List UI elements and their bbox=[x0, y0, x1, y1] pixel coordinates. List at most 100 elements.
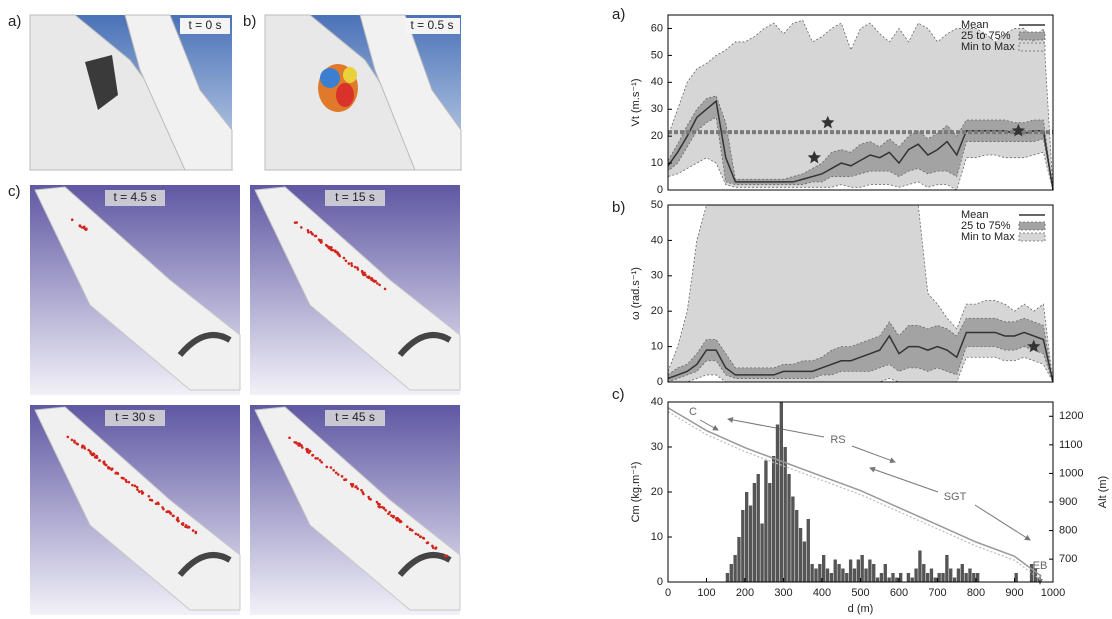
particle bbox=[353, 265, 357, 269]
bar bbox=[1014, 573, 1018, 582]
bar bbox=[883, 564, 887, 582]
particle bbox=[70, 218, 74, 222]
band bbox=[667, 317, 1054, 383]
particle bbox=[172, 514, 175, 518]
time-box bbox=[105, 410, 165, 426]
particle bbox=[295, 221, 299, 224]
bar bbox=[956, 568, 961, 582]
particle bbox=[107, 466, 110, 470]
particle bbox=[443, 554, 447, 558]
particle bbox=[360, 269, 364, 273]
bar bbox=[895, 577, 899, 582]
particle bbox=[297, 442, 301, 445]
particle bbox=[356, 266, 359, 269]
particle bbox=[399, 520, 403, 523]
particle bbox=[127, 480, 131, 484]
particle bbox=[136, 488, 139, 491]
altitude-line bbox=[667, 407, 1042, 577]
y-axis-label: Cm (kg.m⁻¹) bbox=[630, 462, 642, 523]
time-label: t = 0.5 s bbox=[410, 18, 453, 32]
bar bbox=[829, 573, 834, 582]
y-tick-label: 30 bbox=[651, 270, 663, 282]
bar bbox=[968, 568, 972, 582]
frames: t = 4.5 s t = 15 s t = 30 s t = 45 s bbox=[30, 185, 461, 615]
particle bbox=[84, 228, 88, 231]
y-tick-label: 0 bbox=[657, 576, 663, 588]
x-tick-label: 900 bbox=[1005, 587, 1023, 599]
particle bbox=[342, 256, 346, 260]
time-box bbox=[105, 190, 165, 206]
particle bbox=[82, 225, 86, 229]
particle bbox=[91, 452, 95, 456]
particle bbox=[434, 546, 438, 549]
bar bbox=[952, 577, 957, 582]
time-label: t = 45 s bbox=[335, 410, 375, 424]
y-tick-label: 0 bbox=[657, 376, 663, 388]
bar bbox=[837, 564, 841, 582]
particle bbox=[410, 528, 414, 532]
annotation-arrows bbox=[699, 416, 1043, 585]
y2-axis-label: Alt (m) bbox=[1097, 476, 1109, 508]
particle bbox=[307, 230, 310, 234]
particle bbox=[416, 533, 420, 537]
bar bbox=[787, 474, 791, 582]
annotation: EB bbox=[1033, 560, 1048, 572]
y2-tick-label: 700 bbox=[1059, 553, 1077, 565]
time-box bbox=[325, 190, 385, 206]
particle bbox=[367, 495, 371, 499]
particle bbox=[334, 471, 338, 475]
particle bbox=[137, 490, 141, 493]
bar bbox=[783, 447, 787, 582]
particle bbox=[361, 491, 365, 494]
particle bbox=[392, 515, 395, 519]
particle bbox=[81, 444, 84, 448]
bar bbox=[937, 573, 941, 582]
particle bbox=[180, 522, 184, 526]
bar bbox=[891, 573, 895, 582]
y-tick-label: 20 bbox=[651, 486, 663, 498]
y2-tick-label: 900 bbox=[1059, 496, 1077, 508]
particle bbox=[78, 224, 82, 227]
bar bbox=[848, 559, 853, 582]
particle bbox=[378, 283, 381, 287]
altitude-line-shadow bbox=[667, 411, 1042, 581]
legend-label: Mean bbox=[961, 19, 989, 31]
particle bbox=[426, 541, 430, 544]
particle bbox=[336, 252, 340, 255]
particle bbox=[300, 446, 304, 449]
y-tick-label: 40 bbox=[651, 76, 663, 88]
particle bbox=[363, 271, 366, 275]
y2-tick-label: 1100 bbox=[1059, 439, 1083, 451]
legend-label: Mean bbox=[961, 209, 989, 221]
bar bbox=[818, 564, 822, 582]
star-marker bbox=[821, 115, 835, 129]
x-tick-label: 800 bbox=[967, 587, 985, 599]
time-label: t = 4.5 s bbox=[113, 190, 156, 204]
legend-label: 25 to 75% bbox=[961, 220, 1011, 232]
bar bbox=[949, 568, 953, 582]
legend-swatch bbox=[1018, 31, 1046, 41]
legend-label: Min to Max bbox=[961, 41, 1015, 53]
star-marker bbox=[1027, 339, 1041, 353]
gully bbox=[397, 332, 452, 357]
particle bbox=[421, 536, 425, 540]
particle bbox=[333, 249, 337, 253]
bar bbox=[841, 568, 845, 582]
particle bbox=[414, 532, 418, 536]
bar bbox=[810, 564, 814, 582]
y-tick-label: 10 bbox=[651, 531, 663, 543]
particle bbox=[293, 441, 297, 444]
mean-line bbox=[667, 331, 1054, 383]
particle bbox=[360, 488, 363, 492]
x-tick-label: 700 bbox=[928, 587, 946, 599]
y2-tick-label: 1200 bbox=[1059, 410, 1083, 422]
y-tick-label: 20 bbox=[651, 130, 663, 142]
particle bbox=[374, 279, 377, 283]
bar bbox=[729, 564, 733, 582]
particle bbox=[318, 458, 322, 462]
annotation: RS bbox=[830, 434, 845, 446]
time-label: t = 15 s bbox=[335, 190, 375, 204]
particle bbox=[364, 273, 367, 277]
y-tick-label: 40 bbox=[651, 234, 663, 246]
particle bbox=[116, 472, 120, 475]
